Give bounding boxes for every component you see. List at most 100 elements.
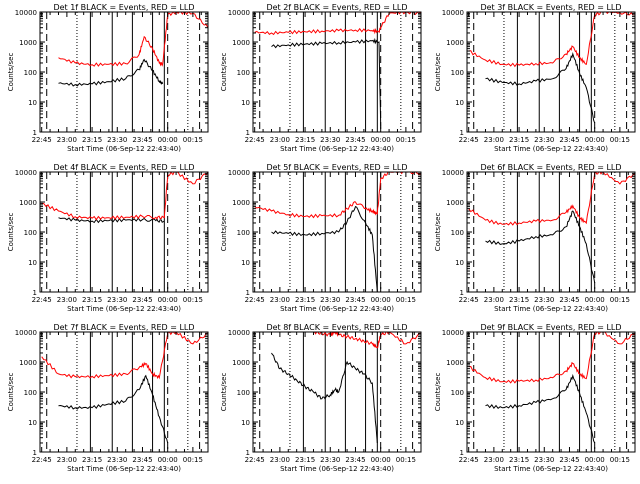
axes-frame	[466, 331, 636, 453]
x-tick-label: 23:00	[57, 456, 77, 464]
x-axis-label: Start Time (06-Sep-12 22:43:40)	[280, 465, 394, 473]
x-tick-label: 00:15	[610, 136, 630, 144]
y-tick-label: 100	[237, 69, 250, 77]
x-axis-label: Start Time (06-Sep-12 22:43:40)	[494, 465, 608, 473]
y-tick-label: 1	[246, 289, 250, 297]
y-axis-label: Counts/sec	[7, 53, 15, 92]
series-line-lld	[41, 332, 208, 380]
x-tick-label: 00:00	[585, 296, 605, 304]
x-tick-label: 23:45	[345, 456, 365, 464]
y-tick-label: 100	[451, 389, 464, 397]
y-axis-label: Counts/sec	[434, 53, 442, 92]
y-tick-label: 1	[33, 289, 37, 297]
y-tick-label: 1	[460, 289, 464, 297]
x-axis-label: Start Time (06-Sep-12 22:43:40)	[67, 305, 181, 313]
x-tick-label: 23:00	[270, 296, 290, 304]
x-tick-label: 23:45	[132, 456, 152, 464]
x-tick-label: 22:45	[32, 296, 52, 304]
y-axis-label: Counts/sec	[7, 213, 15, 252]
y-tick-label: 1000	[19, 199, 37, 207]
y-tick-label: 10	[455, 259, 464, 267]
y-tick-label: 10000	[15, 9, 37, 17]
x-tick-label: 23:15	[509, 456, 529, 464]
x-tick-label: 22:45	[459, 456, 479, 464]
x-tick-label: 23:45	[132, 296, 152, 304]
y-tick-label: 100	[451, 69, 464, 77]
plot-area	[254, 12, 421, 127]
x-tick-label: 23:15	[509, 136, 529, 144]
chart-title: Det 5f BLACK = Events, RED = LLD	[266, 163, 407, 172]
plot-area	[468, 12, 635, 124]
series-line-events	[58, 217, 165, 224]
y-tick-label: 100	[24, 69, 37, 77]
y-tick-label: 100	[451, 229, 464, 237]
x-tick-label: 23:00	[484, 456, 504, 464]
y-axis-label: Counts/sec	[220, 53, 228, 92]
x-axis-label: Start Time (06-Sep-12 22:43:40)	[280, 305, 394, 313]
x-tick-label: 23:45	[559, 136, 579, 144]
y-tick-label: 1000	[232, 39, 250, 47]
y-tick-label: 10	[28, 419, 37, 427]
x-axis-label: Start Time (06-Sep-12 22:43:40)	[67, 465, 181, 473]
series-line-lld	[468, 12, 635, 68]
axes-frame	[39, 11, 209, 133]
x-tick-label: 00:15	[396, 456, 416, 464]
x-tick-label: 00:00	[371, 296, 391, 304]
chart-title: Det 8f BLACK = Events, RED = LLD	[266, 323, 407, 332]
chart-panel-9: Det 9f BLACK = Events, RED = LLD 1 10 100 10…	[434, 323, 636, 473]
y-tick-label: 1000	[19, 359, 37, 367]
y-tick-label: 10	[455, 99, 464, 107]
x-tick-label: 23:15	[509, 296, 529, 304]
y-tick-label: 100	[237, 229, 250, 237]
x-tick-label: 00:00	[158, 136, 178, 144]
axes-frame	[466, 11, 636, 133]
x-tick-label: 22:45	[459, 296, 479, 304]
y-axis-label: Counts/sec	[7, 373, 15, 412]
y-tick-label: 1000	[232, 199, 250, 207]
x-tick-label: 23:45	[345, 296, 365, 304]
y-tick-label: 1000	[446, 359, 464, 367]
x-tick-label: 23:15	[295, 456, 315, 464]
x-tick-label: 22:45	[32, 456, 52, 464]
x-tick-label: 00:15	[183, 136, 203, 144]
x-tick-label: 22:45	[459, 136, 479, 144]
series-line-events	[271, 352, 378, 444]
series-line-lld	[58, 12, 208, 67]
x-tick-label: 23:30	[107, 456, 127, 464]
x-tick-label: 23:30	[107, 296, 127, 304]
y-tick-label: 100	[24, 389, 37, 397]
y-tick-label: 10000	[228, 169, 250, 177]
y-tick-label: 1	[460, 129, 464, 137]
x-tick-label: 00:00	[371, 456, 391, 464]
chart-panel-1: Det 1f BLACK = Events, RED = LLD 1 10 100 10…	[7, 3, 209, 153]
plot-area	[41, 172, 208, 224]
x-tick-label: 23:30	[534, 456, 554, 464]
x-tick-label: 23:00	[270, 136, 290, 144]
x-tick-label: 00:15	[396, 296, 416, 304]
chart-title: Det 9f BLACK = Events, RED = LLD	[480, 323, 621, 332]
y-tick-label: 1	[246, 449, 250, 457]
chart-title: Det 2f BLACK = Events, RED = LLD	[266, 3, 407, 12]
x-tick-label: 23:30	[107, 136, 127, 144]
plot-area	[254, 172, 421, 292]
y-axis-label: Counts/sec	[220, 213, 228, 252]
x-tick-label: 23:30	[534, 296, 554, 304]
chart-panel-3: Det 3f BLACK = Events, RED = LLD 1 10 100 10…	[434, 3, 636, 153]
x-tick-label: 23:00	[484, 296, 504, 304]
x-tick-label: 23:45	[345, 136, 365, 144]
x-tick-label: 23:15	[82, 296, 102, 304]
y-tick-label: 10	[241, 259, 250, 267]
series-line-events	[485, 51, 596, 124]
series-line-events	[485, 210, 596, 284]
y-tick-label: 10000	[15, 169, 37, 177]
x-axis-label: Start Time (06-Sep-12 22:43:40)	[494, 145, 608, 153]
x-tick-label: 00:00	[158, 456, 178, 464]
x-tick-label: 23:30	[534, 136, 554, 144]
y-tick-label: 1000	[446, 199, 464, 207]
plot-area	[58, 12, 208, 87]
x-tick-label: 00:00	[158, 296, 178, 304]
x-tick-label: 23:00	[57, 136, 77, 144]
y-tick-label: 10000	[228, 329, 250, 337]
